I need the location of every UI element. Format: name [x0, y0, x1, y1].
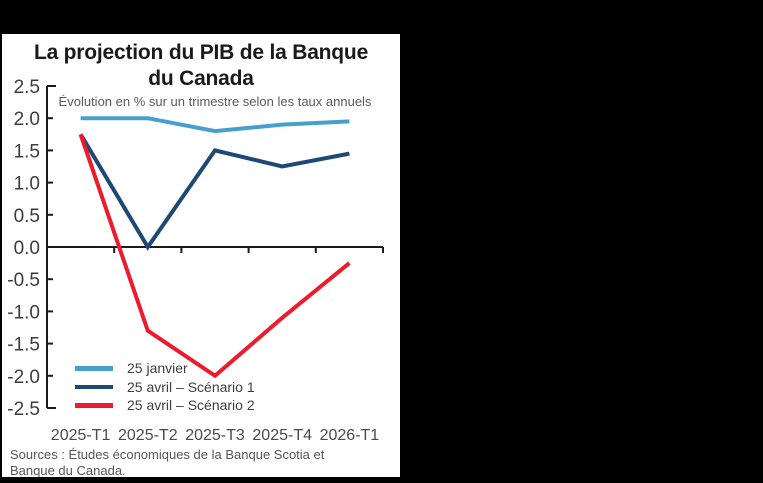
legend-label-1: 25 avril – Scénario 1: [127, 378, 255, 395]
x-tick-label: 2025-T3: [185, 427, 245, 444]
y-tick-label: -2.0: [7, 367, 40, 388]
source-note: Sources : Études économiques de la Banqu…: [10, 447, 325, 478]
y-tick-label: 2.0: [14, 109, 40, 130]
y-tick-label: 1.5: [14, 141, 40, 162]
chart-title-line-1: La projection du PIB de la Banque: [33, 41, 369, 64]
x-tick-label: 2025-T1: [51, 427, 111, 444]
y-tick-label: 0.5: [14, 206, 40, 227]
y-tick-label: 1.0: [14, 174, 40, 195]
legend-item-1: 25 avril – Scénario 1: [75, 378, 255, 397]
legend-swatch-2: [75, 403, 113, 408]
y-tick-label: -1.0: [7, 302, 40, 323]
legend-item-2: 25 avril – Scénario 2: [75, 396, 255, 415]
chart-panel: La projection du PIB de la Banque du Can…: [2, 34, 400, 478]
series-line-1: [78, 133, 350, 251]
chart-title-line-2: du Canada: [148, 67, 254, 90]
chart-legend: 25 janvier 25 avril – Scénario 1 25 avril …: [75, 359, 255, 415]
chart-subtitle: Évolution en % sur un trimestre selon le…: [58, 94, 372, 109]
legend-label-2: 25 avril – Scénario 2: [127, 397, 255, 414]
y-tick-label: 0.0: [14, 238, 40, 259]
y-tick-label: -2.5: [7, 399, 40, 420]
series-line-0: [80, 116, 350, 134]
legend-label-0: 25 janvier: [127, 360, 188, 377]
legend-item-0: 25 janvier: [75, 359, 255, 378]
x-tick-label: 2025-T2: [118, 427, 178, 444]
y-tick-label: -0.5: [7, 270, 40, 291]
chart-title: La projection du PIB de la Banque du Can…: [2, 40, 400, 92]
y-tick-label: -1.5: [7, 335, 40, 356]
legend-swatch-0: [75, 366, 113, 371]
series-line-2: [78, 133, 351, 379]
x-tick-label: 2025-T4: [252, 427, 312, 444]
x-tick-label: 2026-T1: [320, 427, 380, 444]
legend-swatch-1: [75, 384, 113, 389]
